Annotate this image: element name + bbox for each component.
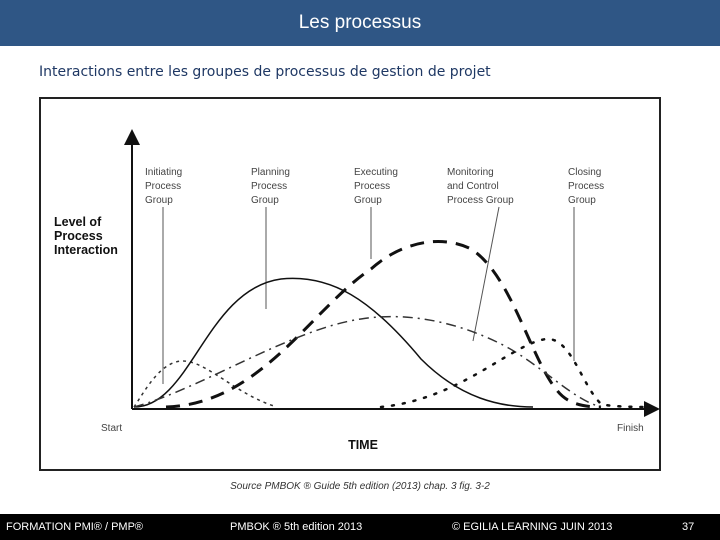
executing-group-label: Executing Process Group (354, 167, 401, 206)
planning-curve (133, 277, 534, 408)
footer-course: FORMATION PMI® / PMP® (6, 521, 144, 533)
footer-edition: PMBOK ® 5th edition 2013 (230, 521, 363, 533)
slide-subtitle: Interactions entre les groupes de proces… (39, 64, 491, 80)
source-citation: Source PMBOK ® Guide 5th edition (2013) … (230, 481, 490, 492)
page-number: 37 (682, 521, 695, 533)
closing-curve (379, 337, 653, 409)
footer-copyright: © EGILIA LEARNING JUIN 2013 (452, 521, 613, 533)
footer-bar: FORMATION PMI® / PMP® PMBOK ® 5th editio… (0, 514, 720, 540)
monitoring-curve (133, 315, 602, 408)
start-label: Start (101, 423, 122, 434)
initiating-curve (133, 360, 275, 408)
executing-curve (165, 240, 602, 409)
slide-header: Les processus (0, 0, 720, 46)
x-axis-label: TIME (348, 438, 378, 452)
process-interaction-diagram: Level of Process Interaction TIME Start … (39, 97, 661, 471)
finish-label: Finish (617, 423, 644, 434)
monitoring-pointer (472, 206, 500, 342)
diagram-canvas: Level of Process Interaction TIME Start … (54, 129, 660, 452)
initiating-group-label: Initiating Process Group (145, 167, 185, 206)
monitoring-group-label: Monitoring and Control Process Group (447, 167, 514, 206)
planning-group-label: Planning Process Group (251, 167, 293, 206)
y-axis-label: Level of Process Interaction (54, 215, 118, 257)
closing-group-label: Closing Process Group (568, 167, 607, 206)
slide-title: Les processus (298, 12, 422, 33)
